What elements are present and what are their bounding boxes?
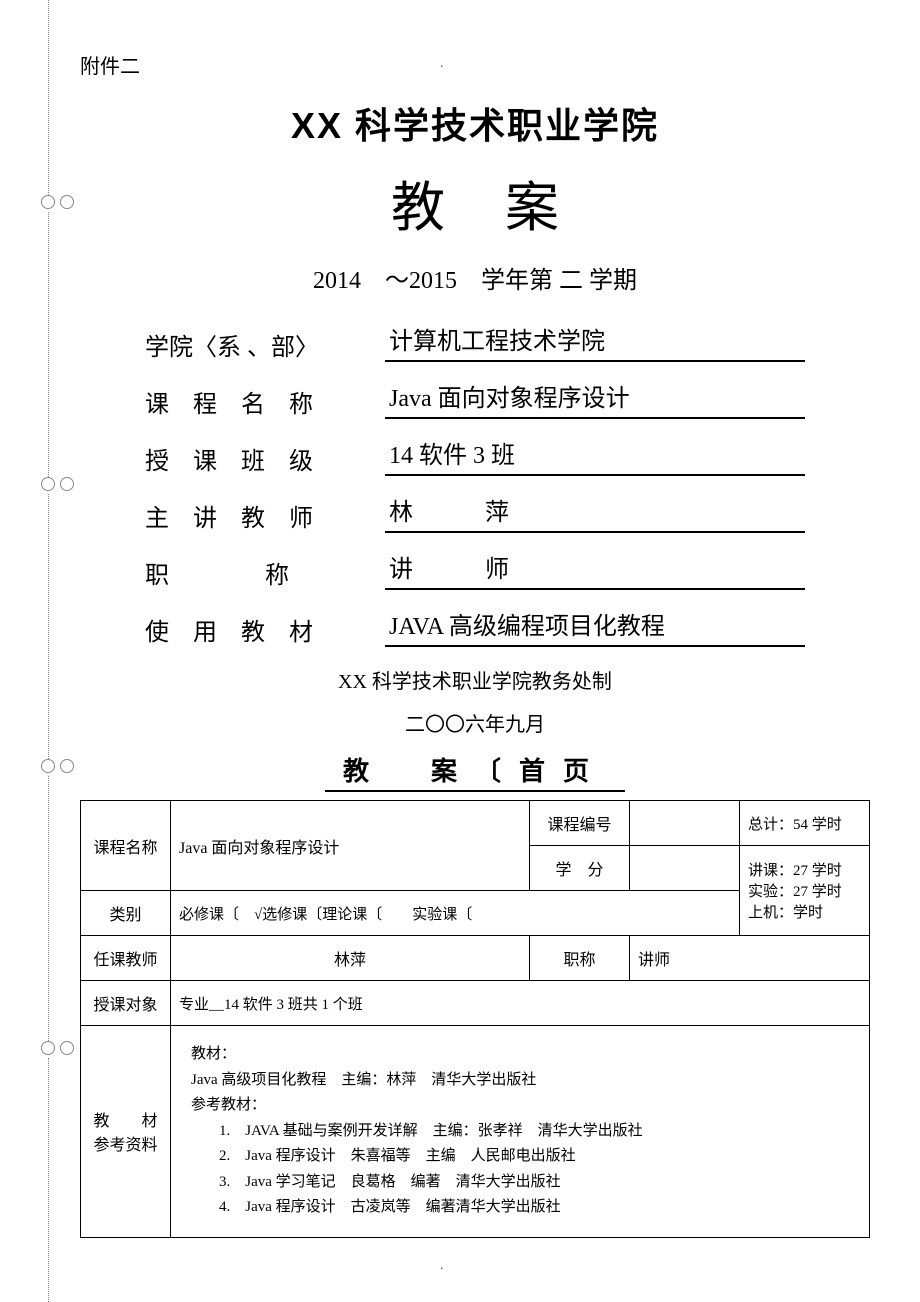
hours-pc: 上机：学时 bbox=[748, 901, 861, 922]
cell-course-no-value bbox=[630, 801, 740, 846]
materials-textbook-head: 教材： bbox=[191, 1042, 857, 1068]
materials-ref-2: 2. Java 程序设计 朱喜福等 主编 人民邮电出版社 bbox=[191, 1144, 857, 1170]
materials-ref-head: 参考教材： bbox=[191, 1093, 857, 1119]
cover-form: 学院〈系 、部〉 计算机工程技术学院 课 程 名 称 Java 面向对象程序设计… bbox=[145, 321, 805, 647]
cell-materials-value: 教材： Java 高级项目化教程 主编：林萍 清华大学出版社 参考教材： 1. … bbox=[171, 1026, 870, 1238]
info-table: 课程名称 Java 面向对象程序设计 课程编号 总计：54 学时 学 分 讲课：… bbox=[80, 800, 870, 1238]
row-course: 课 程 名 称 Java 面向对象程序设计 bbox=[145, 378, 805, 419]
row-department: 学院〈系 、部〉 计算机工程技术学院 bbox=[145, 321, 805, 362]
value-title: 讲 师 bbox=[385, 549, 805, 590]
binding-rail bbox=[38, 0, 58, 1302]
cell-audience-label: 授课对象 bbox=[81, 981, 171, 1026]
hours-lecture: 讲课：27 学时 bbox=[748, 859, 861, 880]
row-teacher: 主 讲 教 师 林 萍 bbox=[145, 492, 805, 533]
cell-total-hours: 总计：54 学时 bbox=[740, 801, 870, 846]
materials-ref-4: 4. Java 程序设计 古凌岚等 编著清华大学出版社 bbox=[191, 1195, 857, 1221]
footer-date: 二〇〇六年九月 bbox=[80, 708, 870, 737]
cell-category-label: 类别 bbox=[81, 891, 171, 936]
label-title: 职 称 bbox=[145, 555, 385, 590]
section-heading: 教 案〔首页 bbox=[325, 751, 625, 792]
materials-ref-1: 1. JAVA 基础与案例开发详解 主编：张孝祥 清华大学出版社 bbox=[191, 1119, 857, 1145]
cell-hours-breakdown: 讲课：27 学时 实验：27 学时 上机：学时 bbox=[740, 846, 870, 936]
cell-jobtitle-label: 职称 bbox=[530, 936, 630, 981]
materials-ref-3: 3. Java 学习笔记 良葛格 编著 清华大学出版社 bbox=[191, 1170, 857, 1196]
cell-course-no-label: 课程编号 bbox=[530, 801, 630, 846]
cell-materials-label: 教 材 参考资料 bbox=[81, 1026, 171, 1238]
label-teacher: 主 讲 教 师 bbox=[145, 498, 385, 533]
value-department: 计算机工程技术学院 bbox=[385, 321, 805, 362]
table-row: 任课教师 林萍 职称 讲师 bbox=[81, 936, 870, 981]
footer-publisher: XX 科学技术职业学院教务处制 bbox=[80, 665, 870, 694]
label-course: 课 程 名 称 bbox=[145, 384, 385, 419]
cell-audience-value: 专业__14 软件 3 班共 1 个班 bbox=[171, 981, 870, 1026]
label-department: 学院〈系 、部〉 bbox=[145, 327, 385, 362]
cell-instructor-label: 任课教师 bbox=[81, 936, 171, 981]
cell-instructor-value: 林萍 bbox=[171, 936, 530, 981]
term-line: 2014 ～2015 学年第 二 学期 bbox=[80, 260, 870, 295]
row-textbook: 使 用 教 材 JAVA 高级编程项目化教程 bbox=[145, 606, 805, 647]
table-row: 授课对象 专业__14 软件 3 班共 1 个班 bbox=[81, 981, 870, 1026]
row-title: 职 称 讲 师 bbox=[145, 549, 805, 590]
row-class: 授 课 班 级 14 软件 3 班 bbox=[145, 435, 805, 476]
value-class: 14 软件 3 班 bbox=[385, 435, 805, 476]
label-class: 授 课 班 级 bbox=[145, 441, 385, 476]
label-textbook: 使 用 教 材 bbox=[145, 612, 385, 647]
cell-credit-label: 学 分 bbox=[530, 846, 630, 891]
plan-title: 教案 bbox=[80, 163, 870, 242]
cell-category-value: 必修课〔 √选修课〔理论课〔 实验课〔 bbox=[171, 891, 740, 936]
attachment-label: 附件二 bbox=[80, 50, 870, 79]
school-title: XX 科学技术职业学院 bbox=[80, 97, 870, 149]
page-content: 附件二 XX 科学技术职业学院 教案 2014 ～2015 学年第 二 学期 学… bbox=[80, 50, 870, 1238]
cell-course-name-value: Java 面向对象程序设计 bbox=[171, 801, 530, 891]
value-course: Java 面向对象程序设计 bbox=[385, 378, 805, 419]
hours-lab: 实验：27 学时 bbox=[748, 880, 861, 901]
value-teacher: 林 萍 bbox=[385, 492, 805, 533]
cell-course-name-label: 课程名称 bbox=[81, 801, 171, 891]
cell-credit-value bbox=[630, 846, 740, 891]
value-textbook: JAVA 高级编程项目化教程 bbox=[385, 606, 805, 647]
table-row: 教 材 参考资料 教材： Java 高级项目化教程 主编：林萍 清华大学出版社 … bbox=[81, 1026, 870, 1238]
page-dot-bottom: . bbox=[440, 1258, 444, 1274]
materials-textbook: Java 高级项目化教程 主编：林萍 清华大学出版社 bbox=[191, 1068, 857, 1094]
table-row: 课程名称 Java 面向对象程序设计 课程编号 总计：54 学时 bbox=[81, 801, 870, 846]
cell-jobtitle-value: 讲师 bbox=[630, 936, 870, 981]
